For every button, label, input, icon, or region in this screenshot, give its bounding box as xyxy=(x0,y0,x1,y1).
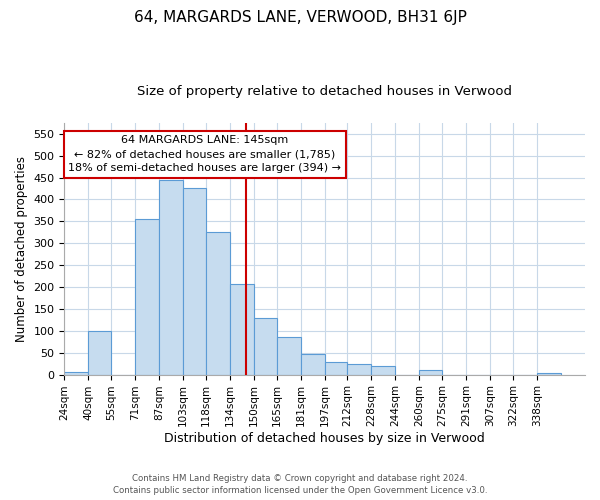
Text: 64 MARGARDS LANE: 145sqm
← 82% of detached houses are smaller (1,785)
18% of sem: 64 MARGARDS LANE: 145sqm ← 82% of detach… xyxy=(68,136,341,173)
Bar xyxy=(254,318,277,374)
Bar xyxy=(183,188,206,374)
Text: Contains HM Land Registry data © Crown copyright and database right 2024.
Contai: Contains HM Land Registry data © Crown c… xyxy=(113,474,487,495)
Bar xyxy=(301,354,325,374)
Bar xyxy=(88,331,111,374)
Bar xyxy=(206,232,230,374)
Bar xyxy=(371,366,395,374)
Bar xyxy=(347,364,371,374)
Bar xyxy=(419,370,442,374)
Y-axis label: Number of detached properties: Number of detached properties xyxy=(15,156,28,342)
Bar xyxy=(64,372,88,374)
Bar xyxy=(230,284,254,374)
Bar xyxy=(277,338,301,374)
Title: Size of property relative to detached houses in Verwood: Size of property relative to detached ho… xyxy=(137,85,512,98)
Bar xyxy=(159,180,183,374)
Bar xyxy=(325,362,347,374)
X-axis label: Distribution of detached houses by size in Verwood: Distribution of detached houses by size … xyxy=(164,432,485,445)
Text: 64, MARGARDS LANE, VERWOOD, BH31 6JP: 64, MARGARDS LANE, VERWOOD, BH31 6JP xyxy=(134,10,466,25)
Bar xyxy=(135,219,159,374)
